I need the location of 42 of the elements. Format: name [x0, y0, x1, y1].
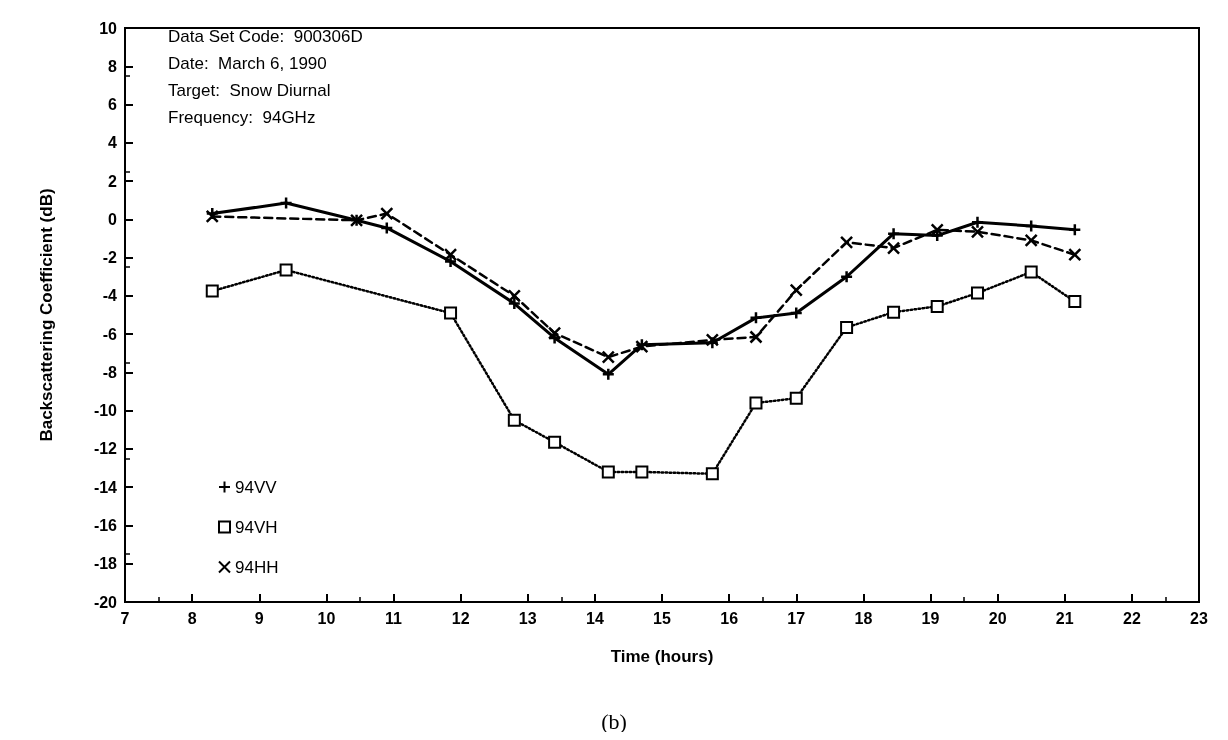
annotation: Date: March 6, 1990: [168, 54, 327, 73]
x-axis-title: Time (hours): [610, 647, 714, 666]
annotation: Frequency: 94GHz: [168, 108, 316, 127]
x-tick-label: 9: [254, 609, 264, 627]
y-tick-label: 4: [108, 134, 118, 152]
x-tick-label: 7: [120, 609, 130, 627]
legend-label: 94VV: [235, 477, 278, 497]
x-tick-label: 21: [1055, 609, 1074, 627]
x-tick-label: 13: [518, 609, 537, 627]
y-tick-label: -6: [102, 325, 118, 343]
x-tick-label: 10: [317, 609, 336, 627]
annotation: Data Set Code: 900306D: [168, 27, 363, 46]
y-tick-label: -14: [93, 478, 118, 496]
legend-label: 94VH: [235, 517, 278, 537]
legend-label: 94HH: [235, 557, 279, 577]
x-tick-label: 23: [1190, 609, 1208, 627]
y-tick-label: -4: [102, 287, 118, 305]
y-axis-title: Backscattering Coefficient (dB): [37, 188, 56, 442]
y-tick-label: -20: [93, 593, 118, 611]
x-tick-label: 15: [653, 609, 671, 627]
x-tick-label: 8: [187, 609, 197, 627]
x-tick-label: 20: [988, 609, 1007, 627]
y-tick-label: 2: [108, 172, 118, 190]
x-tick-label: 19: [921, 609, 940, 627]
y-tick-label: -12: [93, 440, 118, 458]
annotation: Target: Snow Diurnal: [168, 81, 331, 100]
y-tick-label: 6: [108, 96, 118, 114]
x-tick-label: 11: [385, 609, 403, 627]
y-tick-label: -10: [93, 402, 118, 420]
y-tick-label: -18: [93, 555, 118, 573]
y-tick-label: 8: [108, 57, 118, 75]
y-tick-label: -16: [93, 516, 118, 534]
y-tick-label: -2: [102, 249, 118, 267]
y-tick-label: -8: [102, 363, 118, 381]
x-tick-label: 14: [585, 609, 604, 627]
x-tick-label: 22: [1122, 609, 1141, 627]
x-tick-label: 16: [720, 609, 739, 627]
y-tick-label: 10: [99, 19, 118, 37]
x-tick-label: 12: [451, 609, 470, 627]
y-tick-label: 0: [108, 210, 118, 228]
x-tick-label: 17: [787, 609, 806, 627]
x-tick-label: 18: [854, 609, 873, 627]
